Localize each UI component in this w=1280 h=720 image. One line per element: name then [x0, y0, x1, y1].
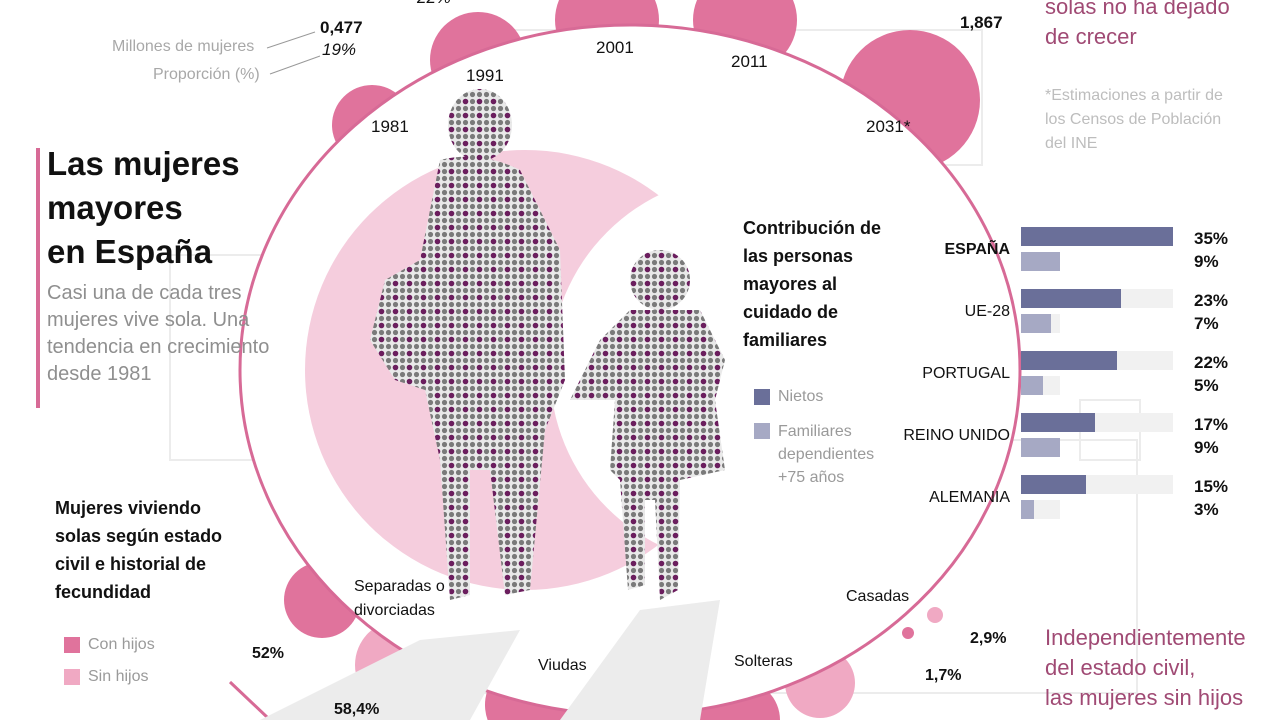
bar-value-familiares: 9% — [1194, 438, 1219, 457]
legend-swatch — [754, 423, 770, 439]
first-value: 0,477 — [320, 18, 363, 37]
value-label: 52% — [252, 645, 285, 662]
bar-row: ALEMANIA 15% 3% — [900, 475, 1240, 525]
first-pct: 19% — [322, 40, 357, 59]
bar-value-nietos: 23% — [1194, 291, 1229, 310]
last-value: 1,867 — [960, 13, 1003, 32]
title-line: Las mujeres — [47, 145, 240, 182]
bar-nietos — [1021, 351, 1117, 370]
bar-value-nietos: 17% — [1194, 415, 1229, 434]
bar-familiares — [1021, 376, 1043, 395]
legend-swatch — [64, 637, 80, 653]
bar-value-familiares: 7% — [1194, 314, 1219, 333]
bar-familiares — [1021, 314, 1052, 333]
year-label: 2001 — [596, 38, 634, 57]
category-separadas: Separadas o divorciadas — [354, 578, 445, 619]
civil-title: Mujeres viviendo solas según estado civi… — [55, 498, 223, 602]
country-label: ESPAÑA — [944, 241, 1011, 258]
bottom-text-line: Independientemente — [1045, 625, 1246, 650]
bar-familiares — [1021, 500, 1035, 519]
bar-row: PORTUGAL 22% 5% — [900, 351, 1240, 401]
category-viudas: Viudas — [538, 657, 587, 674]
country-label: PORTUGAL — [922, 365, 1010, 382]
subtitle: Casi una de cada tres mujeres vive sola.… — [47, 282, 270, 385]
category-casadas: Casadas — [846, 588, 910, 605]
country-label: ALEMANIA — [929, 489, 1010, 506]
title-line: en España — [47, 233, 213, 270]
bar-value-nietos: 35% — [1194, 229, 1229, 248]
legend-label: Nietos — [778, 388, 824, 405]
value-label: 58,4% — [334, 701, 380, 718]
bar-nietos — [1021, 227, 1173, 246]
year-label: 2031* — [866, 117, 911, 136]
title-accent — [36, 148, 40, 408]
bar-value-nietos: 22% — [1194, 353, 1229, 372]
bar-row: REINO UNIDO 17% 9% — [900, 413, 1240, 463]
grandmother-child-illustration — [370, 89, 725, 600]
bar-familiares — [1021, 438, 1061, 457]
care-title: Contribución de las personas mayores al … — [743, 218, 881, 350]
legend-swatch — [754, 389, 770, 405]
bar-row: ESPAÑA 35% 9% — [900, 227, 1240, 277]
bar-value-familiares: 9% — [1194, 252, 1219, 271]
year-label: 1991 — [466, 66, 504, 85]
value-label: 2,9% — [970, 630, 1007, 647]
legend-millions-label: Millones de mujeres — [112, 38, 255, 55]
legend-label: Sin hijos — [88, 668, 149, 685]
country-label: UE-28 — [964, 303, 1010, 320]
bar-nietos — [1021, 475, 1087, 494]
legend-label: Familiares dependientes +75 años — [778, 423, 875, 486]
legend-con-hijos: Con hijos — [64, 636, 155, 654]
page-title: Las mujeres mayores en España — [47, 142, 240, 274]
source-note: *Estimaciones a partir de los Censos de … — [1045, 87, 1223, 152]
legend-swatch — [64, 669, 80, 685]
bar-value-nietos: 15% — [1194, 477, 1229, 496]
cut-top-pct: 22% — [417, 0, 451, 8]
legend-label: Con hijos — [88, 636, 155, 653]
bar-value-familiares: 5% — [1194, 376, 1219, 395]
legend-sin-hijos: Sin hijos — [64, 668, 148, 686]
value-label: 1,7% — [925, 667, 962, 684]
headline-fragment: de crecer — [1045, 24, 1137, 49]
country-label: REINO UNIDO — [903, 427, 1010, 444]
bottom-text: Independientemente del estado civil, las… — [1045, 623, 1246, 713]
bottom-text-line: del estado civil, — [1045, 655, 1196, 680]
headline-fragment: solas no ha dejado — [1045, 0, 1230, 19]
bar-nietos — [1021, 289, 1121, 308]
bar-row: UE-28 23% 7% — [900, 289, 1240, 339]
legend-nietos: Nietos — [754, 388, 823, 406]
bar-nietos — [1021, 413, 1095, 432]
title-line: mayores — [47, 189, 183, 226]
year-label: 1981 — [371, 117, 409, 136]
bar-value-familiares: 3% — [1194, 500, 1219, 519]
legend-familiares: Familiares dependientes +75 años — [754, 420, 894, 489]
year-label: 2011 — [731, 52, 768, 71]
bottom-text-line: las mujeres sin hijos — [1045, 685, 1244, 710]
legend-leader-lines — [266, 31, 321, 75]
bar-familiares — [1021, 252, 1061, 271]
legend-proportion-label: Proporción (%) — [153, 66, 260, 83]
category-solteras: Solteras — [734, 653, 793, 670]
